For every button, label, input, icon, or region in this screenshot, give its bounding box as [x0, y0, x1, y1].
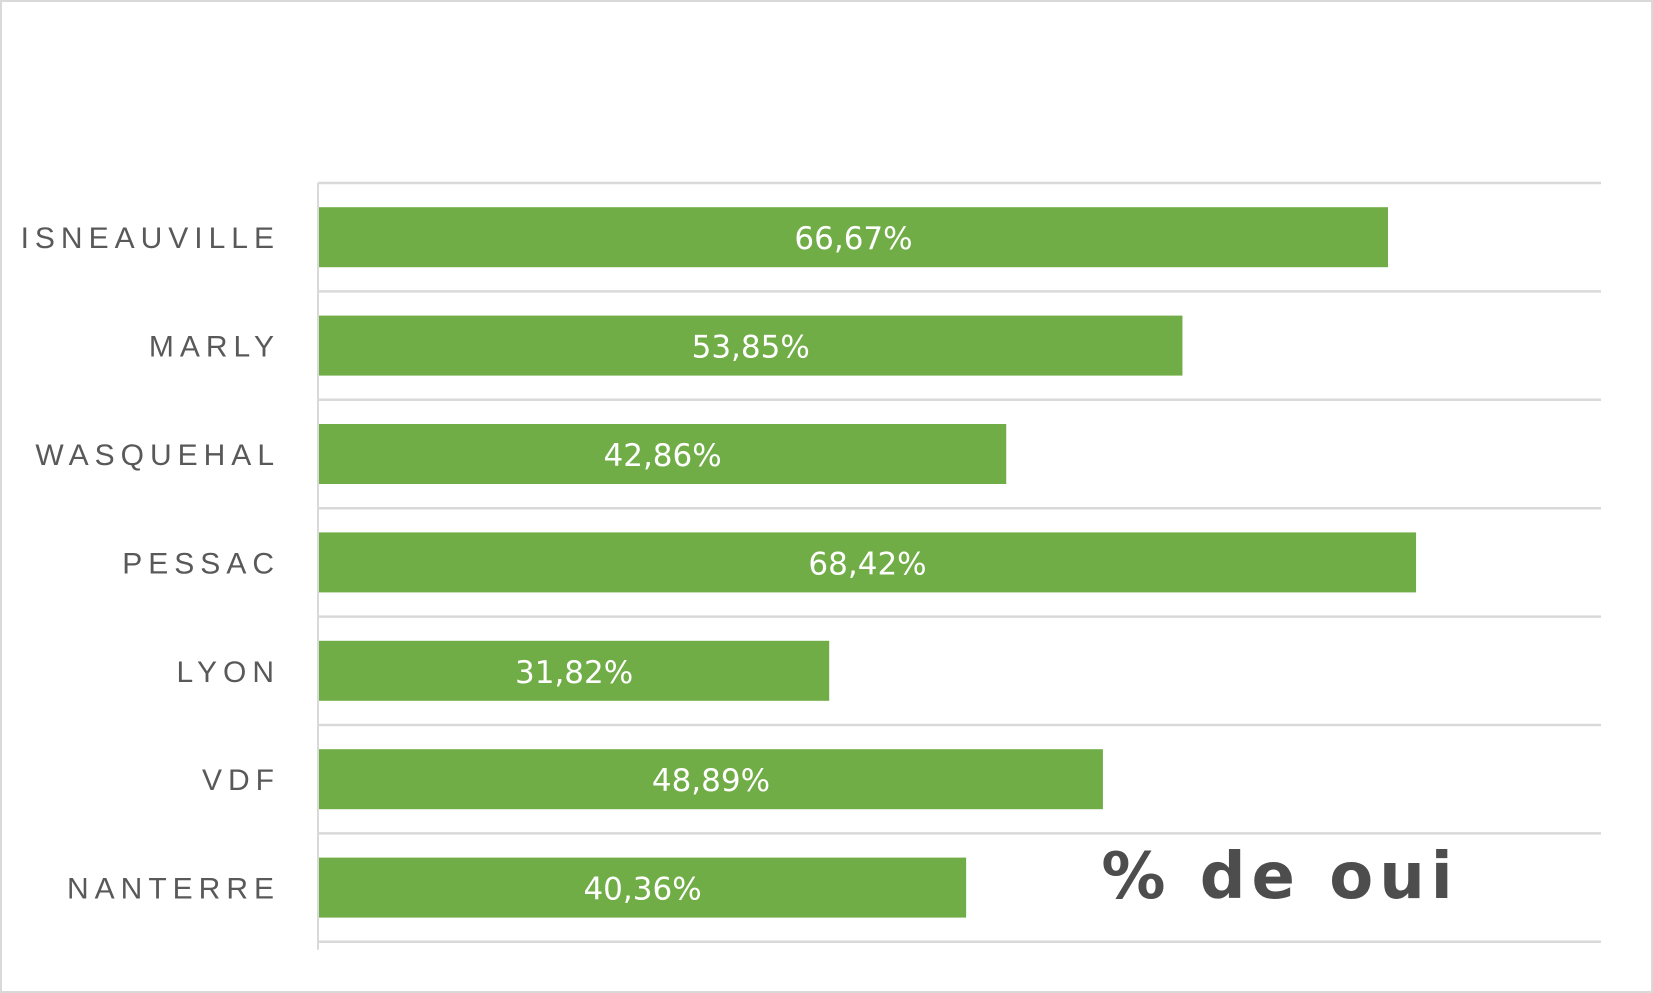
data-label-lyon: 31,82% [515, 655, 633, 691]
bar-isneauville [319, 207, 1388, 268]
bar-pessac [319, 532, 1417, 593]
category-label-nanterre: NANTERRE [67, 873, 280, 906]
category-label-lyon: LYON [177, 656, 280, 689]
chart-title: % de oui [1101, 840, 1458, 914]
data-label-nanterre: 40,36% [583, 872, 701, 908]
category-label-vdf: VDF [202, 764, 280, 797]
data-label-pessac: 68,42% [808, 546, 926, 582]
category-label-marly: MARLY [149, 331, 280, 364]
bar-wasquehal [319, 424, 1007, 484]
category-label-pessac: PESSAC [122, 547, 280, 580]
bar-marly [319, 315, 1183, 376]
gridlines [317, 181, 1601, 950]
bar-vdf [319, 749, 1103, 810]
labels: 66,67% ISNEAUVILLE 53,85% MARLY 42,86% WASQUE… [21, 221, 927, 907]
bar-nanterre [319, 857, 967, 918]
category-label-isneauville: ISNEAUVILLE [21, 222, 280, 255]
bars [319, 207, 1417, 918]
bar-lyon [319, 640, 830, 701]
data-label-vdf: 48,89% [652, 763, 770, 799]
data-label-marly: 53,85% [692, 330, 810, 366]
category-label-wasquehal: WASQUEHAL [35, 439, 280, 472]
data-label-wasquehal: 42,86% [604, 438, 722, 474]
data-label-isneauville: 66,67% [794, 221, 912, 257]
